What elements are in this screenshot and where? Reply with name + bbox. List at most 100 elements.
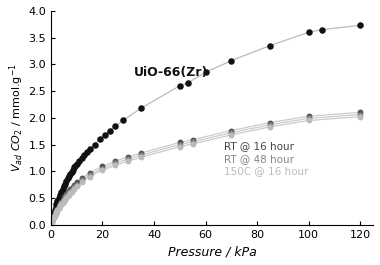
- Point: [125, 157, 131, 161]
- Point: [72, 164, 78, 168]
- Point: [79, 178, 85, 182]
- Point: [53, 209, 59, 213]
- Point: [60, 201, 66, 205]
- Point: [76, 159, 82, 163]
- Point: [49, 219, 55, 223]
- Point: [79, 156, 85, 160]
- Point: [63, 192, 70, 196]
- Point: [50, 215, 56, 220]
- Point: [125, 155, 131, 159]
- Point: [63, 196, 70, 200]
- Point: [267, 123, 273, 127]
- Point: [228, 59, 234, 63]
- Point: [54, 207, 60, 212]
- Point: [357, 114, 363, 119]
- Point: [100, 168, 106, 172]
- Point: [49, 219, 55, 224]
- Point: [87, 173, 93, 177]
- Point: [57, 204, 63, 208]
- Point: [71, 183, 77, 187]
- Point: [306, 114, 312, 118]
- Point: [55, 204, 62, 208]
- Point: [57, 202, 63, 206]
- Point: [55, 205, 62, 210]
- X-axis label: Pressure / kPa: Pressure / kPa: [168, 245, 256, 258]
- Point: [60, 197, 66, 202]
- Point: [65, 194, 71, 198]
- Point: [65, 193, 71, 197]
- Point: [52, 212, 59, 216]
- Point: [67, 191, 73, 195]
- Point: [67, 189, 73, 194]
- Point: [177, 144, 183, 149]
- Point: [67, 172, 73, 176]
- Point: [51, 211, 57, 215]
- Point: [49, 215, 55, 219]
- Point: [68, 189, 74, 194]
- Point: [190, 138, 196, 142]
- Point: [49, 218, 55, 223]
- Point: [70, 167, 76, 172]
- Point: [52, 207, 58, 212]
- Point: [357, 112, 363, 117]
- Point: [228, 133, 234, 137]
- Text: RT @ 16 hour: RT @ 16 hour: [223, 141, 294, 151]
- Point: [74, 162, 80, 166]
- Point: [79, 180, 85, 184]
- Point: [50, 216, 56, 220]
- Point: [58, 201, 64, 205]
- Point: [60, 199, 66, 203]
- Point: [228, 131, 234, 135]
- Point: [53, 202, 59, 206]
- Point: [306, 30, 312, 34]
- Point: [92, 142, 98, 147]
- Point: [66, 174, 72, 178]
- Point: [79, 176, 85, 180]
- Point: [190, 142, 196, 146]
- Point: [51, 214, 57, 219]
- Point: [49, 217, 55, 222]
- Point: [184, 81, 190, 85]
- Point: [57, 193, 63, 197]
- Point: [100, 166, 106, 171]
- Text: RT @ 48 hour: RT @ 48 hour: [223, 154, 294, 164]
- Point: [55, 196, 62, 200]
- Point: [62, 197, 68, 202]
- Text: 150C @ 16 hour: 150C @ 16 hour: [223, 166, 308, 176]
- Point: [58, 200, 64, 204]
- Point: [62, 181, 68, 186]
- Point: [138, 155, 144, 160]
- Point: [112, 161, 119, 165]
- Point: [306, 116, 312, 121]
- Point: [68, 186, 74, 190]
- Point: [50, 213, 56, 217]
- Point: [54, 199, 60, 203]
- Point: [357, 23, 363, 28]
- Point: [112, 124, 119, 129]
- Point: [87, 174, 93, 179]
- Point: [84, 150, 90, 154]
- Point: [54, 208, 60, 212]
- Point: [177, 140, 183, 144]
- Point: [52, 212, 58, 216]
- Point: [138, 151, 144, 155]
- Point: [74, 182, 80, 187]
- Point: [54, 206, 60, 211]
- Point: [61, 197, 67, 202]
- Point: [60, 187, 66, 191]
- Point: [51, 215, 57, 219]
- Point: [318, 28, 325, 32]
- Point: [68, 188, 74, 192]
- Point: [62, 194, 68, 198]
- Point: [71, 165, 77, 170]
- Point: [177, 84, 183, 88]
- Point: [71, 185, 77, 189]
- Point: [100, 164, 106, 169]
- Point: [65, 191, 71, 195]
- Point: [55, 206, 62, 210]
- Point: [112, 163, 119, 167]
- Point: [52, 213, 58, 218]
- Point: [49, 220, 55, 224]
- Point: [68, 170, 74, 174]
- Text: UiO-66(Zr): UiO-66(Zr): [133, 66, 208, 79]
